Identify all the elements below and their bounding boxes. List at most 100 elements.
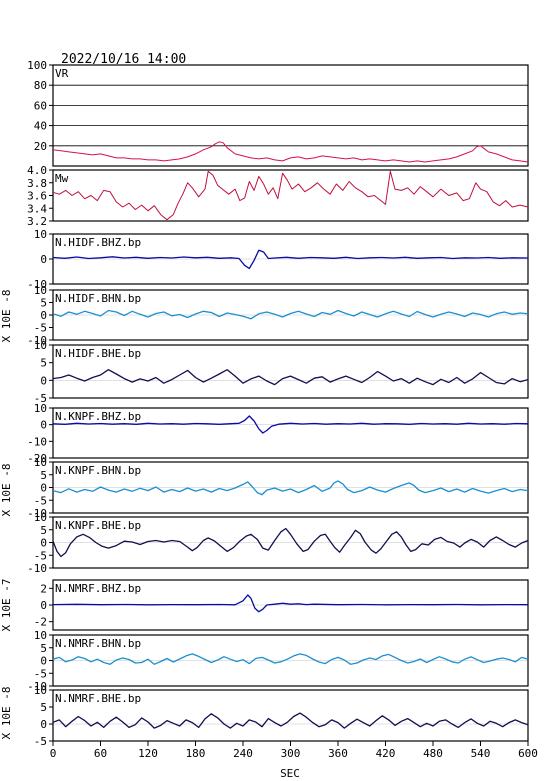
panel-frame <box>52 64 529 167</box>
y-tick-label: -10 <box>27 278 47 291</box>
series-line <box>52 527 529 558</box>
x-tick-label: 600 <box>518 747 538 760</box>
scale-label: X 10E -8 <box>0 464 13 517</box>
y-tick-label: -5 <box>34 322 47 335</box>
series-line <box>52 653 529 665</box>
panel-title: N.KNPF.BHN.bp <box>55 464 141 477</box>
y-tick-label: 40 <box>34 120 47 133</box>
y-tick-label: 3.4 <box>27 202 47 215</box>
y-tick-label: 5 <box>40 642 47 655</box>
y-tick-label: 0 <box>40 482 47 495</box>
y-tick-label: -2 <box>34 616 47 629</box>
y-tick-label: 0 <box>40 374 47 387</box>
series-line <box>52 249 529 270</box>
y-tick-label: 10 <box>34 228 47 241</box>
panel-11: 10 5 0 -5 N.NMRF.BHE.bp <box>34 684 529 748</box>
y-tick-label: 20 <box>34 140 47 153</box>
panel-title: N.KNPF.BHE.bp <box>55 519 141 532</box>
y-tick-label: 10 <box>34 339 47 352</box>
y-tick-label: 4.0 <box>27 164 47 177</box>
x-tick-label: 360 <box>328 747 348 760</box>
y-tick-label: 0 <box>40 537 47 550</box>
y-tick-label: 80 <box>34 79 47 92</box>
panel-title: N.HIDF.BHZ.bp <box>55 236 141 249</box>
series-line <box>52 480 529 496</box>
y-tick-label: 0 <box>40 419 47 432</box>
panel-5: 10 5 0 -5 N.HIDF.BHE.bp <box>34 339 529 405</box>
y-tick-label: 3.2 <box>27 215 47 228</box>
y-tick-label: 0 <box>40 253 47 266</box>
x-axis-label: SEC <box>280 767 300 780</box>
x-tick-label: 480 <box>423 747 443 760</box>
panel-frame <box>52 344 529 399</box>
y-tick-label: -5 <box>34 667 47 680</box>
x-tick-label: 240 <box>233 747 253 760</box>
series-line <box>52 309 529 320</box>
y-tick-label: 5 <box>40 524 47 537</box>
y-tick-label: 60 <box>34 99 47 112</box>
scale-label: X 10E -8 <box>0 687 13 740</box>
series-line <box>52 141 529 163</box>
y-tick-label: 3.6 <box>27 190 47 203</box>
panel-9: 2 0 -2 N.NMRF.BHZ.bp <box>34 579 529 631</box>
x-tick-label: 180 <box>186 747 206 760</box>
y-tick-label: 10 <box>34 684 47 697</box>
panel-title: N.NMRF.BHE.bp <box>55 692 141 705</box>
x-tick-label: 420 <box>376 747 396 760</box>
series-line <box>52 712 529 729</box>
y-tick-label: 10 <box>34 629 47 642</box>
y-tick-label: 100 <box>27 59 47 72</box>
panel-frame <box>52 169 529 222</box>
x-tick-label: 0 <box>50 747 57 760</box>
scale-label: X 10E -7 <box>0 579 13 632</box>
y-tick-label: 10 <box>34 511 47 524</box>
x-tick-label: 120 <box>138 747 158 760</box>
panel-title: N.KNPF.BHZ.bp <box>55 410 141 423</box>
series-line <box>52 369 529 386</box>
y-tick-label: -5 <box>34 494 47 507</box>
panel-title: N.HIDF.BHE.bp <box>55 347 141 360</box>
y-tick-label: 2 <box>40 582 47 595</box>
x-axis: 0 60 120 180 240 300 360 420 480 540 600 <box>50 741 538 760</box>
panel-1: 100 80 60 40 20 VR <box>27 59 529 167</box>
panel-2: 4.03.83.63.43.2 Mw <box>27 164 529 228</box>
y-tick-label: -5 <box>34 735 47 748</box>
y-tick-label: -10 <box>27 680 47 693</box>
panel-title: VR <box>55 67 69 80</box>
y-tick-label: 0 <box>40 655 47 668</box>
series-line <box>52 594 529 613</box>
panel-title: N.NMRF.BHN.bp <box>55 637 141 650</box>
x-tick-label: 60 <box>94 747 107 760</box>
y-tick-label: -10 <box>27 507 47 520</box>
series-line <box>52 170 529 221</box>
y-tick-label: 5 <box>40 297 47 310</box>
y-tick-label: -5 <box>34 392 47 405</box>
y-tick-label: 10 <box>34 456 47 469</box>
y-tick-label: 10 <box>34 402 47 415</box>
y-tick-label: -10 <box>27 334 47 347</box>
panel-title: Mw <box>55 172 69 185</box>
panels-group: 10080604020VR4.03.83.63.43.2Mw100-10N.HI… <box>27 59 529 748</box>
panel-title: N.NMRF.BHZ.bp <box>55 582 141 595</box>
panel-6: 10 0 -10 -20 N.KNPF.BHZ.bp <box>27 402 529 465</box>
panel-3: 10 0 -10 N.HIDF.BHZ.bp <box>27 228 529 291</box>
y-tick-label: -10 <box>27 562 47 575</box>
panel-title: N.HIDF.BHN.bp <box>55 292 141 305</box>
y-tick-label: -20 <box>27 452 47 465</box>
y-tick-label: 0 <box>40 599 47 612</box>
y-tick-label: -5 <box>34 549 47 562</box>
y-tick-label: 5 <box>40 357 47 370</box>
y-tick-label: 0 <box>40 718 47 731</box>
y-tick-label: 3.8 <box>27 177 47 190</box>
header-datetime: 2022/10/16 14:00 <box>61 52 186 67</box>
y-tick-label: 5 <box>40 701 47 714</box>
y-tick-label: 10 <box>34 284 47 297</box>
y-tick-label: 5 <box>40 469 47 482</box>
x-tick-label: 540 <box>471 747 491 760</box>
x-tick-label: 300 <box>281 747 301 760</box>
